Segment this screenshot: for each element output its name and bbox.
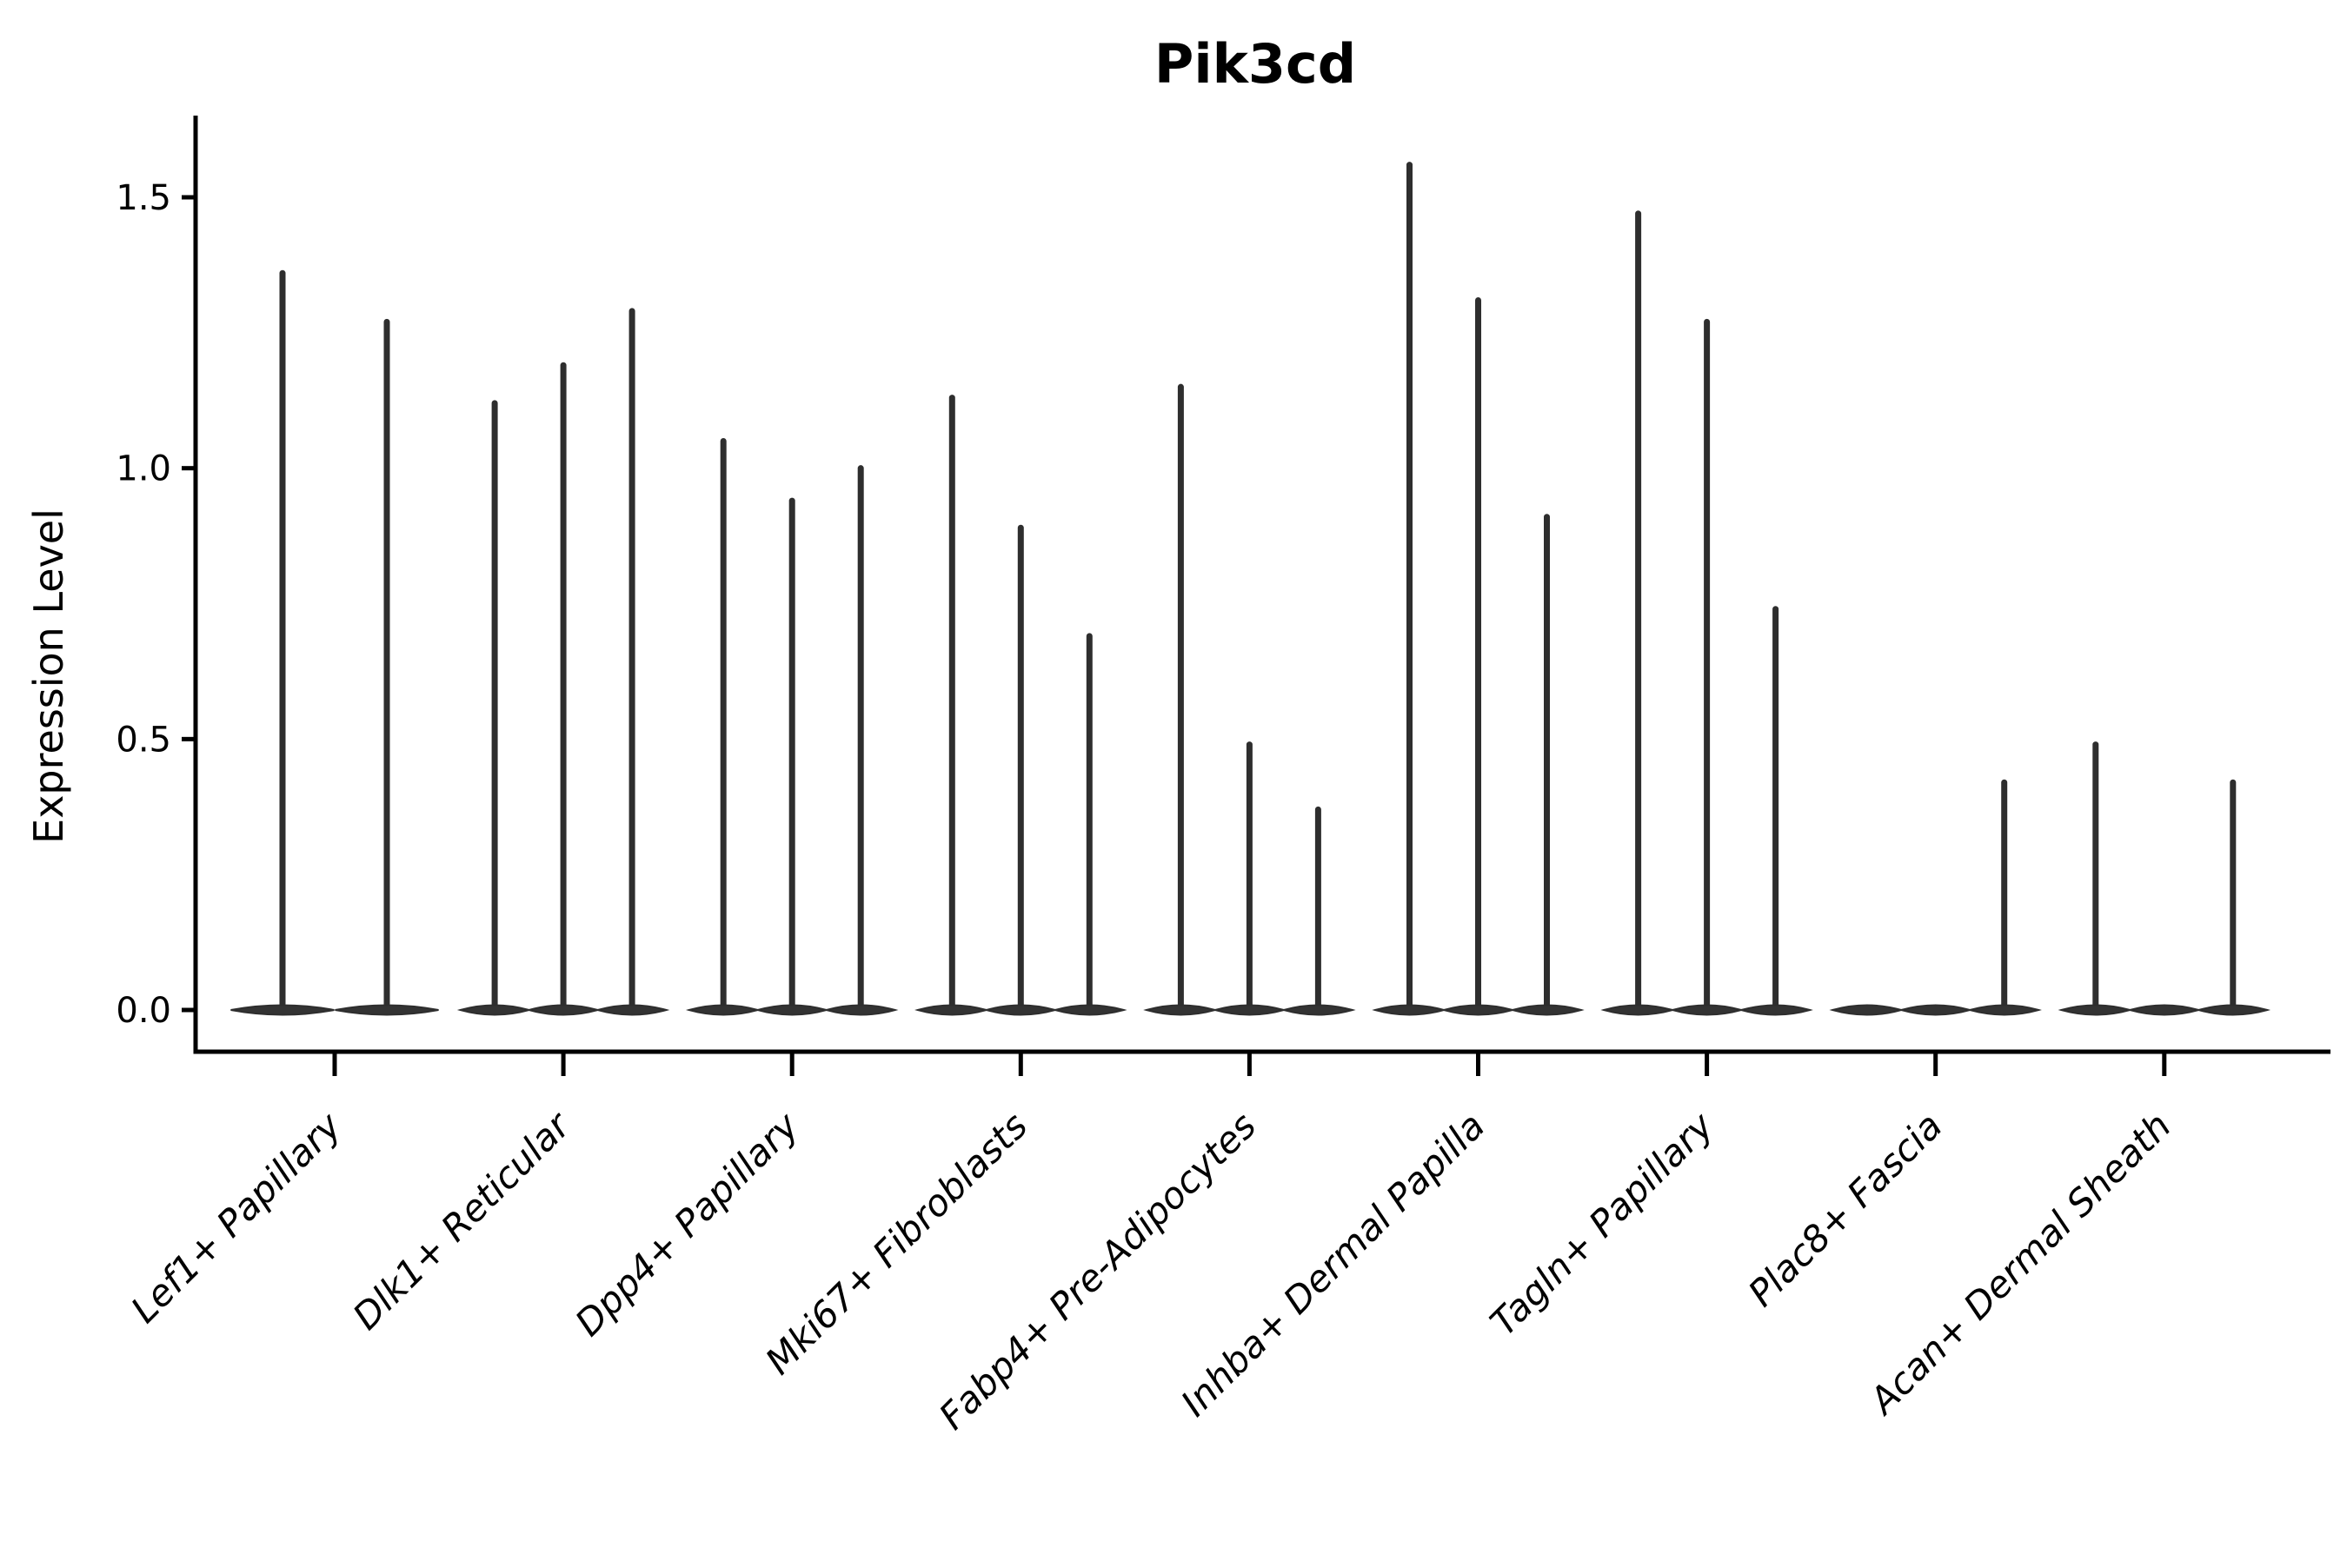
y-tick-label: 1.0 bbox=[116, 449, 171, 489]
y-tick-label: 0.5 bbox=[116, 720, 171, 760]
violin-body bbox=[1280, 1004, 1356, 1016]
violin-body bbox=[1966, 1004, 2042, 1016]
y-axis: 0.0 0.5 1.0 1.5 bbox=[116, 178, 196, 1031]
y-tick-label: 1.5 bbox=[116, 178, 171, 218]
y-tick-label: 0.0 bbox=[116, 991, 171, 1031]
violin-body bbox=[1052, 1004, 1127, 1016]
violin-body bbox=[230, 1004, 335, 1016]
chart-title: Pik3cd bbox=[1154, 32, 1356, 96]
violin-body bbox=[594, 1004, 670, 1016]
violin-body bbox=[1509, 1004, 1585, 1016]
violin-body bbox=[335, 1004, 439, 1016]
violin-body bbox=[2195, 1004, 2271, 1016]
violin-body bbox=[1738, 1004, 1813, 1016]
violin-body bbox=[822, 1004, 899, 1016]
y-axis-title: Expression Level bbox=[25, 508, 72, 844]
